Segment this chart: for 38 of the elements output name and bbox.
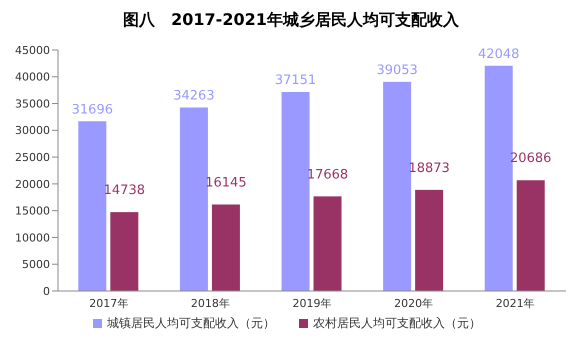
bar: [314, 196, 342, 291]
bar: [516, 180, 545, 291]
legend-label: 城镇居民人均可支配收入（元）: [107, 315, 275, 332]
x-tick-label: 2019年: [292, 296, 332, 310]
data-label: 39053: [376, 62, 418, 78]
data-label: 42048: [478, 46, 520, 62]
chart-title: 图八 2017-2021年城乡居民人均可支配收入: [122, 9, 460, 31]
bar: [180, 108, 208, 291]
bar: [110, 212, 138, 291]
y-tick-label: 15000: [15, 204, 50, 218]
y-tick-label: 30000: [15, 124, 50, 138]
bar: [383, 82, 412, 291]
data-label: 16145: [205, 176, 247, 191]
x-tick-label: 2020年: [394, 296, 434, 310]
y-tick-label: 40000: [15, 70, 50, 84]
data-label: 37151: [274, 73, 316, 88]
data-label: 34263: [173, 88, 215, 104]
y-tick-label: 35000: [15, 97, 50, 110]
legend-label: 农村居民人均可支配收入（元）: [313, 315, 481, 332]
data-label: 18873: [408, 160, 450, 176]
y-tick-label: 0: [43, 284, 50, 298]
x-tick-label: 2021年: [496, 296, 535, 310]
y-tick-label: 45000: [15, 44, 50, 57]
bar: [212, 204, 240, 291]
bar: [78, 121, 106, 291]
data-label: 31696: [72, 102, 113, 118]
y-tick-label: 5000: [22, 258, 50, 272]
bar: [415, 190, 444, 291]
y-tick-label: 10000: [15, 231, 50, 244]
x-tick-label: 2017年: [89, 296, 128, 310]
y-tick-label: 25000: [15, 151, 50, 164]
data-label: 14738: [104, 183, 145, 198]
bar: [282, 92, 310, 291]
y-tick-label: 20000: [15, 178, 50, 191]
x-tick-label: 2018年: [190, 296, 230, 310]
bar: [484, 66, 513, 291]
data-label: 20686: [510, 151, 552, 166]
data-label: 17668: [306, 167, 348, 182]
